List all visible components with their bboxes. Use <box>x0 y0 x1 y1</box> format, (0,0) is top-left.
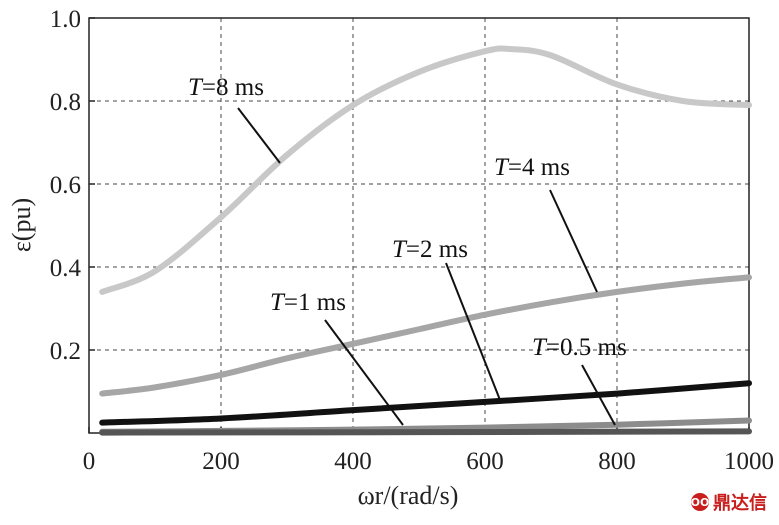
x-tick-label: 200 <box>202 448 240 475</box>
label-t4: T=4 ms <box>494 154 570 181</box>
x-tick-label: 800 <box>598 448 636 475</box>
series-line-4 <box>99 428 752 436</box>
watermark: OO 鼎达信 <box>691 489 767 515</box>
leader-t4 <box>549 189 598 293</box>
series-line-0 <box>99 45 752 295</box>
series-line-2 <box>99 380 752 426</box>
label-t8: T=8 ms <box>188 74 264 101</box>
leader-t8 <box>237 107 281 164</box>
y-tick-label: 0.2 <box>50 338 81 365</box>
label-t05: T=0.5 ms <box>532 334 627 361</box>
y-tick-label: 1.0 <box>50 6 81 33</box>
label-t1: T=1 ms <box>270 289 346 316</box>
axis-ticks: 0 200 400 600 800 1000 0.2 0.4 0.6 0.8 1.0 <box>50 6 774 475</box>
series-lines <box>99 45 752 436</box>
leader-t2 <box>445 262 501 401</box>
watermark-logo-icon: OO <box>691 493 709 511</box>
x-tick-label: 1000 <box>724 448 774 475</box>
y-tick-label: 0.4 <box>50 255 82 282</box>
y-tick-label: 0.6 <box>50 172 81 199</box>
leader-t1 <box>324 319 404 426</box>
series-line-1 <box>99 274 752 397</box>
x-axis-label: ωr/(rad/s) <box>358 481 459 510</box>
x-tick-label: 600 <box>466 448 504 475</box>
x-tick-label: 400 <box>334 448 372 475</box>
y-tick-label: 0.8 <box>50 89 81 116</box>
label-t2: T=2 ms <box>392 236 468 263</box>
x-tick-label: 0 <box>83 448 96 475</box>
leader-t05 <box>581 364 616 426</box>
y-axis-label: ε(pu) <box>7 198 36 252</box>
watermark-text: 鼎达信 <box>713 493 767 514</box>
